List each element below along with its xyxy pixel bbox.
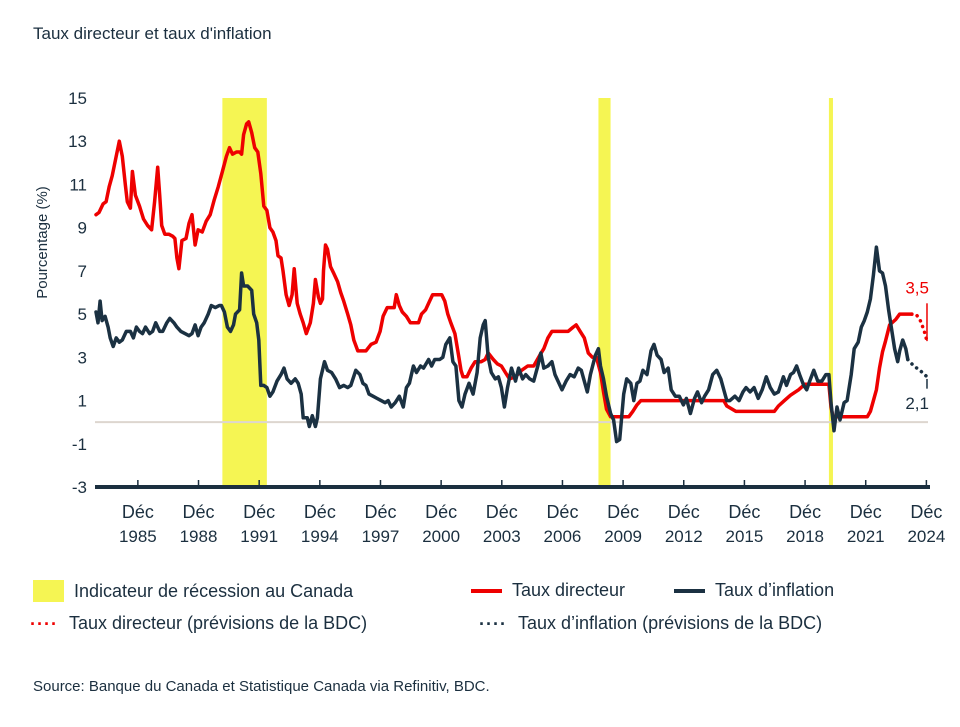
source-note: Source: Banque du Canada et Statistique … bbox=[33, 678, 490, 695]
x-tick-label-month: Déc bbox=[546, 502, 578, 522]
inflation-swatch bbox=[674, 588, 705, 593]
series-lines bbox=[94, 120, 929, 444]
x-tick-label-year: 2018 bbox=[786, 527, 824, 546]
x-tick-label-month: Déc bbox=[122, 502, 154, 522]
x-tick-label-year: 1994 bbox=[301, 527, 339, 546]
policy-rate-swatch bbox=[471, 588, 502, 593]
x-tick-label-month: Déc bbox=[425, 502, 457, 522]
chart-svg: 15 13 11 9 7 5 3 1 -1 -3 Pourcentage (%) 3,5 2,1 D… bbox=[34, 89, 945, 546]
x-tick-label-year: 1997 bbox=[362, 527, 400, 546]
x-tick-label-month: Déc bbox=[607, 502, 639, 522]
x-tick-label-month: Déc bbox=[183, 502, 215, 522]
x-tick-label-year: 1985 bbox=[119, 527, 157, 546]
chart-title: Taux directeur et taux d'inflation bbox=[33, 24, 272, 43]
x-tick-label-year: 2000 bbox=[422, 527, 460, 546]
series-line bbox=[94, 120, 914, 419]
annotations: 3,5 2,1 bbox=[905, 279, 929, 414]
x-tick-label-month: Déc bbox=[850, 502, 882, 522]
x-tick-label-month: Déc bbox=[728, 502, 760, 522]
y-axis-label: Pourcentage (%) bbox=[34, 186, 51, 299]
recession-band bbox=[222, 98, 267, 487]
y-tick-label: 3 bbox=[78, 348, 87, 367]
legend-label-recession: Indicateur de récession au Canada bbox=[74, 580, 354, 601]
x-tick-label-year: 2012 bbox=[665, 527, 703, 546]
y-tick-label: -3 bbox=[72, 478, 87, 497]
x-tick-label-year: 2009 bbox=[604, 527, 642, 546]
x-tick-label-month: Déc bbox=[486, 502, 518, 522]
x-tick-label-month: Déc bbox=[364, 502, 396, 522]
x-tick-label-month: Déc bbox=[668, 502, 700, 522]
x-tick-label-year: 1988 bbox=[180, 527, 218, 546]
legend-item-policy-rate: Taux directeur bbox=[471, 580, 625, 601]
legend-label-policy-rate-forecast: Taux directeur (prévisions de la BDC) bbox=[69, 613, 368, 633]
x-tick-label-year: 2015 bbox=[726, 527, 764, 546]
y-tick-label: 13 bbox=[68, 132, 87, 151]
y-tick-label: 7 bbox=[78, 262, 87, 281]
forecast-line bbox=[910, 312, 929, 343]
recession-swatch bbox=[33, 580, 64, 602]
policy-rate-forecast-swatch: ···· bbox=[30, 613, 58, 634]
legend-label-inflation: Taux d’inflation bbox=[715, 580, 835, 600]
y-tick-label: 11 bbox=[69, 175, 87, 194]
legend-item-inflation: Taux d’inflation bbox=[674, 580, 834, 601]
x-tick-label-month: Déc bbox=[304, 502, 336, 522]
x-tick-label-year: 2024 bbox=[907, 527, 945, 546]
x-axis-ticks: Déc 1985 Déc 1988 Déc 1991 Déc 1994 Déc 1997 Déc 20… bbox=[119, 480, 945, 546]
series-line bbox=[94, 245, 910, 444]
x-tick-label-month: Déc bbox=[789, 502, 821, 522]
legend-item-policy-rate-forecast: ···· Taux directeur (prévisions de la BD… bbox=[30, 613, 367, 634]
annotation-label: 2,1 bbox=[905, 394, 929, 413]
legend-label-policy-rate: Taux directeur bbox=[512, 580, 626, 600]
x-tick-label-year: 2021 bbox=[847, 527, 885, 546]
y-tick-label: 5 bbox=[78, 305, 87, 324]
annotation-label: 3,5 bbox=[905, 279, 929, 298]
x-tick-label-month: Déc bbox=[910, 502, 942, 522]
legend-label-inflation-forecast: Taux d’inflation (prévisions de la BDC) bbox=[518, 613, 823, 633]
legend-item-inflation-forecast: ···· Taux d’inflation (prévisions de la … bbox=[479, 613, 822, 634]
y-tick-label: 1 bbox=[78, 392, 87, 411]
x-tick-label-month: Déc bbox=[243, 502, 275, 522]
recession-band bbox=[598, 98, 611, 487]
x-tick-label-year: 2003 bbox=[483, 527, 521, 546]
y-axis-ticks: 15 13 11 9 7 5 3 1 -1 -3 bbox=[68, 89, 87, 497]
y-tick-label: 9 bbox=[78, 219, 87, 238]
recession-band bbox=[828, 98, 833, 487]
x-tick-label-year: 2006 bbox=[544, 527, 582, 546]
inflation-forecast-swatch: ···· bbox=[479, 613, 507, 634]
x-tick-label-year: 1991 bbox=[240, 527, 278, 546]
y-tick-label: 15 bbox=[68, 89, 87, 108]
forecast-line bbox=[906, 357, 929, 379]
legend-item-recession: Indicateur de récession au Canada bbox=[33, 580, 353, 602]
y-tick-label: -1 bbox=[72, 435, 87, 454]
